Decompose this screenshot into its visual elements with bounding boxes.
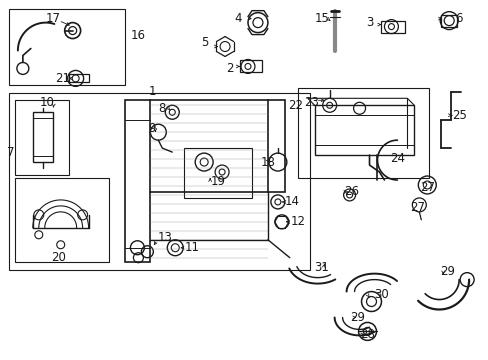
Text: 13: 13	[158, 231, 172, 244]
Text: 2: 2	[226, 62, 233, 75]
Text: 10: 10	[39, 96, 54, 109]
Text: 25: 25	[451, 109, 466, 122]
Text: 31: 31	[314, 261, 328, 274]
Text: 22: 22	[288, 99, 303, 112]
Bar	[297, 88, 428, 178]
Text: 27: 27	[419, 181, 434, 194]
Text: 8: 8	[158, 102, 165, 115]
Bar	[68, 75, 88, 82]
Text: 17: 17	[45, 12, 60, 25]
Text: 14: 14	[284, 195, 299, 208]
Bar	[184, 148, 251, 198]
Text: 21: 21	[55, 72, 70, 85]
Bar	[267, 100, 285, 192]
Text: 30: 30	[373, 288, 388, 301]
Bar	[9, 9, 125, 85]
Bar	[381, 21, 405, 32]
Text: 28: 28	[359, 328, 374, 341]
Bar	[15, 178, 108, 262]
Text: 26: 26	[344, 185, 358, 198]
Text: 3: 3	[365, 16, 372, 29]
Text: 15: 15	[314, 12, 328, 25]
Text: 27: 27	[409, 201, 424, 215]
Text: 23: 23	[304, 96, 319, 109]
Bar	[240, 60, 262, 72]
Text: 12: 12	[290, 215, 305, 228]
Text: 9: 9	[148, 122, 156, 135]
Bar	[440, 15, 456, 27]
Text: 29: 29	[349, 311, 365, 324]
Bar	[125, 100, 150, 262]
Bar	[314, 105, 413, 155]
Bar	[9, 93, 309, 270]
Text: 1: 1	[148, 85, 156, 98]
Text: 11: 11	[184, 241, 199, 254]
Bar	[15, 100, 68, 175]
Bar	[33, 112, 53, 162]
Text: 19: 19	[210, 175, 225, 189]
Text: 20: 20	[51, 251, 66, 264]
Text: 6: 6	[454, 12, 462, 25]
Text: 4: 4	[234, 12, 241, 25]
Text: 5: 5	[201, 36, 208, 49]
Text: 16: 16	[131, 29, 145, 42]
Text: 29: 29	[439, 265, 454, 278]
Text: 7: 7	[7, 145, 15, 159]
Text: 24: 24	[389, 152, 404, 165]
Text: 18: 18	[260, 156, 275, 168]
